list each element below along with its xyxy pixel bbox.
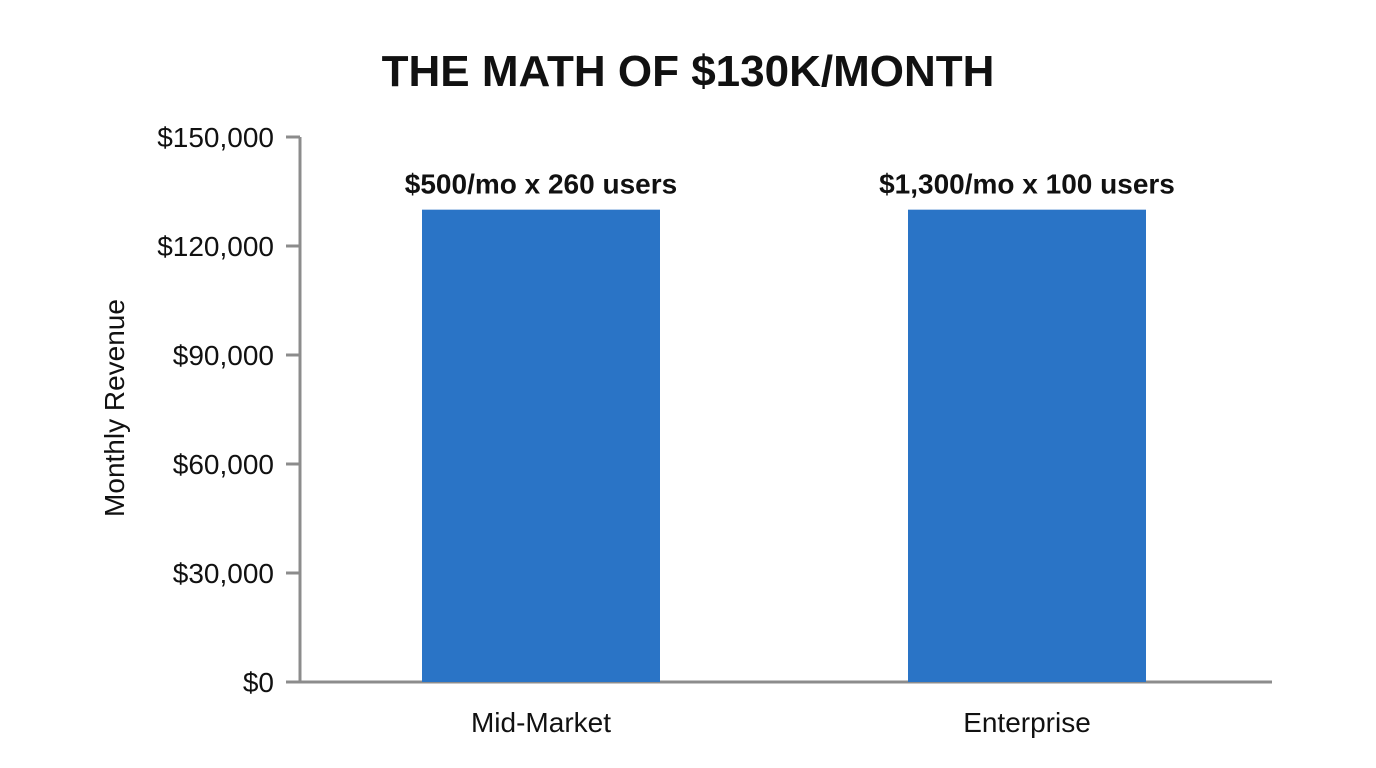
chart-title: THE MATH OF $130K/MONTH (382, 47, 995, 96)
y-ticks: $0 $30,000 $60,000 $90,000 $120,000 $150,000 (157, 122, 300, 698)
y-tick-label: $120,000 (157, 231, 274, 262)
data-labels: $500/mo x 260 users $1,300/mo x 100 users (405, 169, 1175, 200)
y-tick-label: $90,000 (173, 340, 274, 371)
y-tick-label: $60,000 (173, 449, 274, 480)
x-ticks: Mid-Market Enterprise (471, 707, 1091, 738)
bar-data-label: $1,300/mo x 100 users (879, 169, 1175, 200)
y-axis-label: Monthly Revenue (99, 299, 130, 517)
y-tick-label: $30,000 (173, 558, 274, 589)
bar-mid-market (422, 209, 660, 682)
bar-data-label: $500/mo x 260 users (405, 169, 677, 200)
bars (422, 209, 1146, 682)
x-tick-label: Enterprise (963, 707, 1091, 738)
y-tick-label: $0 (243, 667, 274, 698)
x-tick-label: Mid-Market (471, 707, 611, 738)
y-tick-label: $150,000 (157, 122, 274, 153)
bar-enterprise (908, 209, 1146, 682)
